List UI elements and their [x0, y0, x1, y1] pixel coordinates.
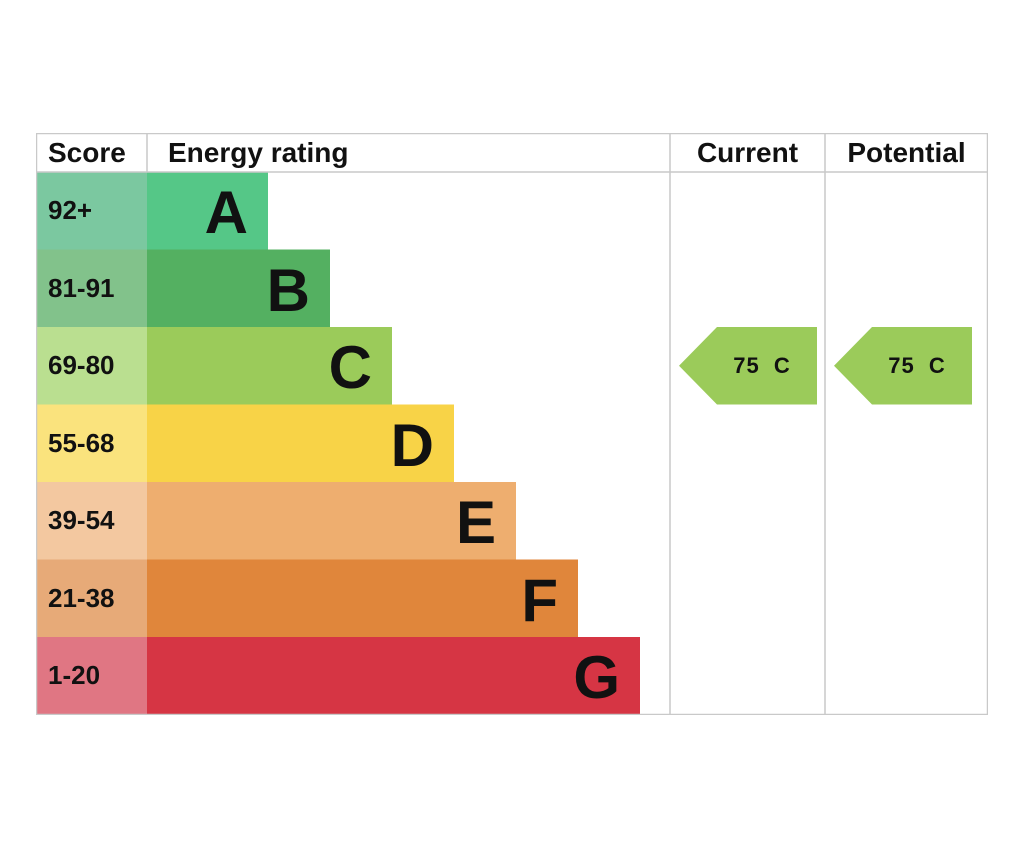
frame [36, 133, 988, 715]
rating-bar-b [147, 249, 330, 327]
rating-bar-d [147, 404, 454, 482]
rating-letter-f: F [521, 566, 558, 634]
epc-chart-svg [36, 133, 988, 715]
rating-letter-c: C [328, 334, 372, 401]
score-range-f: 21-38 [48, 582, 115, 613]
rating-bar-e [147, 482, 516, 560]
score-range-a: 92+ [48, 195, 93, 225]
potential-rating-value: 75 C [888, 352, 946, 378]
epc-chart: Score Energy rating Current Potential 92… [36, 133, 988, 715]
score-range-e: 39-54 [48, 505, 115, 535]
potential-header: Potential [847, 136, 966, 168]
rating-letter-d: D [390, 411, 434, 479]
energy-rating-header: Energy rating [168, 136, 349, 168]
score-cell-b [36, 249, 147, 327]
rating-letter-a: A [204, 179, 248, 246]
score-cell-c [36, 327, 147, 405]
rating-bar-g [147, 637, 640, 715]
score-cell-f [36, 559, 147, 637]
score-range-b: 81-91 [48, 272, 115, 303]
rating-bar-a [147, 172, 268, 250]
current-rating-indicator [679, 327, 817, 405]
potential-rating-indicator [834, 327, 972, 405]
rating-bar-c [147, 327, 392, 405]
rating-letter-g: G [573, 644, 620, 711]
rating-letter-e: E [455, 489, 496, 556]
score-cell-g [36, 637, 147, 715]
score-cell-a [36, 172, 147, 250]
current-header: Current [696, 136, 799, 168]
current-rating-value: 75 C [733, 352, 791, 378]
score-header: Score [48, 136, 126, 168]
rating-letter-b: B [266, 256, 310, 324]
score-range-c: 69-80 [48, 350, 115, 380]
rating-bar-f [147, 559, 578, 637]
score-cell-e [36, 482, 147, 560]
score-cell-d [36, 404, 147, 482]
score-range-g: 1-20 [48, 660, 101, 690]
score-range-d: 55-68 [48, 427, 115, 458]
